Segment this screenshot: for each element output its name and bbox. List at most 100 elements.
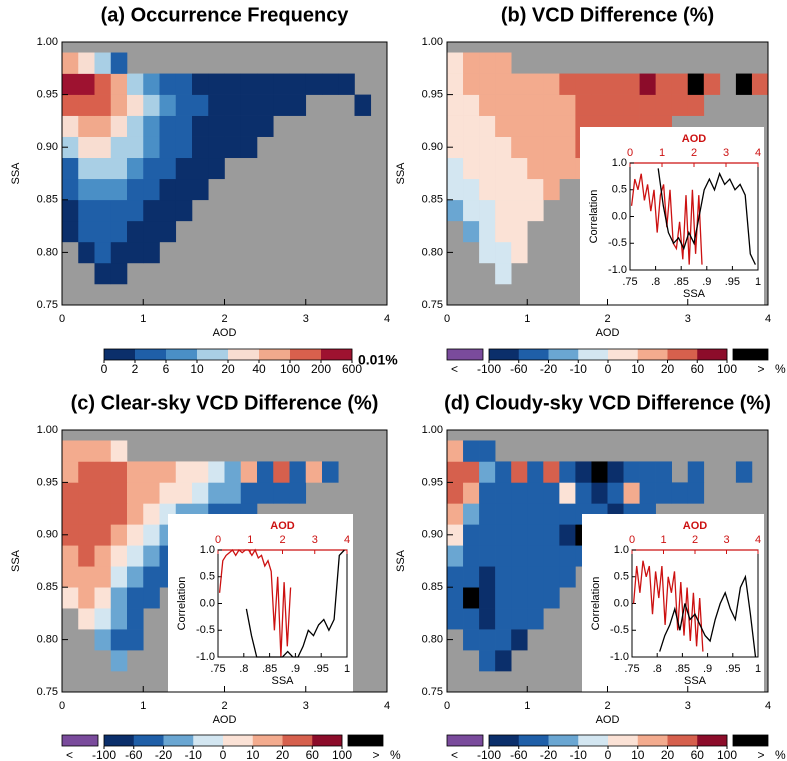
heatmap-cell bbox=[495, 503, 512, 525]
heatmap-cell bbox=[143, 545, 160, 567]
heatmap-cell bbox=[143, 220, 160, 243]
heatmap-cell bbox=[495, 524, 512, 546]
heatmap-cell bbox=[463, 545, 480, 567]
heatmap-cell bbox=[463, 136, 480, 159]
heatmap-cell bbox=[479, 199, 496, 222]
heatmap-cell bbox=[607, 73, 624, 95]
colorbar-tick-label: -100 bbox=[92, 748, 116, 761]
heatmap-cell bbox=[110, 524, 128, 546]
colorbar-tick-label: 100 bbox=[717, 748, 737, 761]
heatmap-cell bbox=[511, 545, 528, 567]
colorbar-swatch bbox=[135, 349, 167, 360]
inset-x2-tick-label: 0 bbox=[215, 534, 221, 546]
heatmap-cell bbox=[447, 587, 464, 609]
heatmap-cell bbox=[78, 608, 95, 630]
heatmap-cell bbox=[511, 524, 528, 546]
heatmap-cell bbox=[527, 136, 544, 159]
colorbar-swatch bbox=[697, 349, 728, 360]
heatmap-cell bbox=[78, 136, 95, 159]
heatmap-cell bbox=[559, 524, 576, 546]
heatmap-cell bbox=[735, 73, 753, 95]
colorbar-swatch bbox=[259, 349, 291, 360]
heatmap-cell bbox=[240, 461, 258, 483]
x-tick-label: 4 bbox=[765, 700, 771, 712]
heatmap-cell bbox=[273, 461, 290, 483]
heatmap-cell bbox=[511, 136, 528, 159]
heatmap-cell bbox=[127, 178, 144, 201]
heatmap-cell bbox=[479, 587, 496, 609]
heatmap-cell bbox=[192, 94, 209, 116]
heatmap-cell bbox=[479, 241, 496, 264]
x-tick-label: 0 bbox=[444, 313, 450, 325]
colorbar-tick-label: 20 bbox=[276, 748, 290, 761]
heatmap-cell bbox=[463, 199, 480, 222]
y-tick-label: 0.95 bbox=[37, 476, 58, 488]
heatmap-cell bbox=[671, 94, 689, 116]
heatmap-cell bbox=[78, 482, 95, 504]
heatmap-cell bbox=[463, 73, 480, 95]
heatmap-cell bbox=[175, 115, 193, 137]
heatmap-cell bbox=[671, 482, 689, 504]
colorbar-swatch bbox=[166, 349, 198, 360]
colorbar-under bbox=[446, 348, 484, 361]
correlation-line bbox=[218, 548, 292, 658]
colorbar-tick-label: -20 bbox=[155, 748, 173, 761]
heatmap-cell bbox=[94, 587, 112, 609]
heatmap-cell bbox=[495, 587, 512, 609]
heatmap-cell bbox=[639, 94, 656, 116]
colorbar-swatch bbox=[489, 349, 520, 360]
heatmap-cell bbox=[527, 524, 544, 546]
heatmap-cell bbox=[257, 73, 274, 95]
inset-background bbox=[582, 514, 764, 701]
heatmap-cell bbox=[543, 136, 560, 159]
heatmap-cell bbox=[208, 136, 225, 159]
heatmap-cell bbox=[175, 136, 193, 159]
y-tick-label: 0.85 bbox=[37, 581, 58, 593]
x-tick-label: 4 bbox=[765, 313, 771, 325]
heatmap-cell bbox=[559, 461, 576, 483]
heatmap-cell bbox=[62, 115, 79, 137]
colorbar-tick-label: 0 bbox=[605, 748, 612, 761]
heatmap-cell bbox=[78, 94, 95, 116]
heatmap-cell bbox=[127, 608, 144, 630]
colorbar-over-label: > bbox=[757, 362, 764, 376]
heatmap-cell bbox=[110, 136, 128, 159]
heatmap-cell bbox=[527, 608, 544, 630]
heatmap-cell bbox=[447, 545, 464, 567]
heatmap-cell bbox=[447, 73, 464, 95]
colorbar-tick-label: 20 bbox=[661, 362, 675, 376]
heatmap-cell bbox=[159, 115, 177, 137]
inset-y-tick-label: -0.5 bbox=[610, 624, 629, 636]
heatmap-cell bbox=[127, 115, 144, 137]
colorbar-swatch bbox=[312, 735, 343, 746]
heatmap-cell bbox=[463, 587, 480, 609]
heatmap-cell bbox=[192, 136, 209, 159]
inset-x2-tick-label: 3 bbox=[723, 534, 729, 546]
heatmap-cell bbox=[479, 545, 496, 567]
colorbar-swatch bbox=[193, 735, 224, 746]
colorbar-swatch bbox=[252, 735, 283, 746]
x-tick-label: 1 bbox=[524, 700, 530, 712]
heatmap-cell bbox=[527, 178, 544, 201]
heatmap-cell bbox=[78, 52, 95, 74]
heatmap-cell bbox=[159, 199, 177, 222]
heatmap-cell bbox=[224, 73, 242, 95]
heatmap-cell bbox=[94, 220, 112, 243]
heatmap-cell bbox=[127, 545, 144, 567]
y-tick-label: 0.95 bbox=[422, 476, 443, 488]
heatmap-cell bbox=[495, 482, 512, 504]
x-tick-label: 0 bbox=[59, 700, 65, 712]
y-axis-label: SSA bbox=[395, 549, 407, 572]
colorbar-swatch bbox=[518, 735, 549, 746]
heatmap-cell bbox=[240, 136, 258, 159]
y-tick-label: 0.85 bbox=[422, 194, 443, 206]
inset-x-tick-label: .8 bbox=[239, 663, 248, 675]
heatmap-cell bbox=[110, 220, 128, 243]
heatmap-cell bbox=[224, 94, 242, 116]
inset-y-tick-label: 0.5 bbox=[614, 571, 629, 583]
colorbar-tick-label: 20 bbox=[221, 362, 235, 376]
heatmap-cell bbox=[527, 199, 544, 222]
heatmap-cell bbox=[447, 503, 464, 525]
x-tick-label: 1 bbox=[140, 313, 146, 325]
heatmap-cell bbox=[495, 650, 512, 672]
